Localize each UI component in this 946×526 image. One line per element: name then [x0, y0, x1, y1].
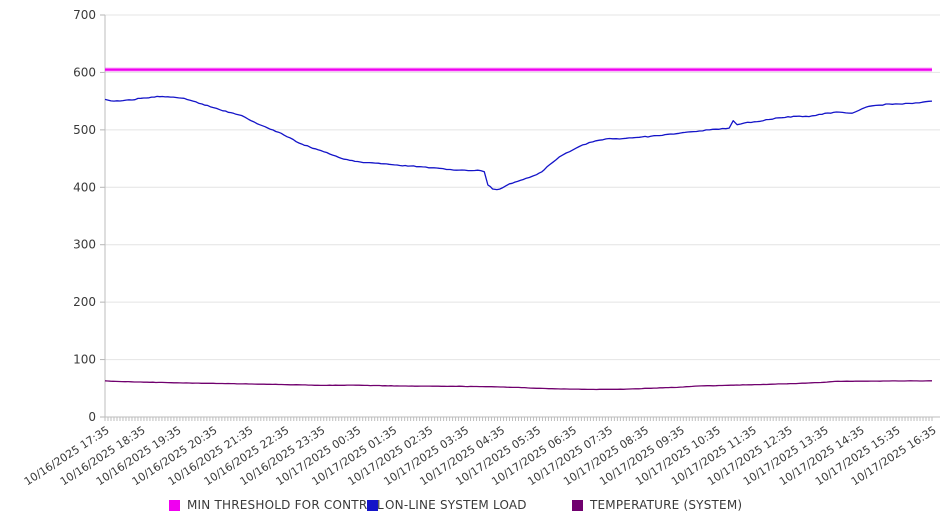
chart-legend: MIN THRESHOLD FOR CONTROL ON-LINE SYSTEM…: [0, 496, 946, 516]
min-threshold-swatch-icon: [169, 499, 180, 511]
legend-item-min-threshold: MIN THRESHOLD FOR CONTROL: [169, 497, 384, 513]
temperature-swatch-icon: [572, 499, 583, 511]
legend-label-min-threshold: MIN THRESHOLD FOR CONTROL: [187, 498, 384, 512]
legend-item-temperature: TEMPERATURE (SYSTEM): [572, 497, 742, 513]
svg-text:500: 500: [73, 123, 96, 137]
svg-text:0: 0: [88, 410, 96, 424]
legend-item-system-load: ON-LINE SYSTEM LOAD: [367, 497, 527, 513]
system-load-swatch-icon: [367, 499, 378, 511]
svg-text:100: 100: [73, 353, 96, 367]
legend-label-temperature: TEMPERATURE (SYSTEM): [590, 498, 743, 512]
svg-text:200: 200: [73, 295, 96, 309]
svg-text:700: 700: [73, 8, 96, 22]
svg-text:400: 400: [73, 180, 96, 194]
legend-label-system-load: ON-LINE SYSTEM LOAD: [385, 498, 527, 512]
svg-text:600: 600: [73, 65, 96, 79]
svg-text:300: 300: [73, 238, 96, 252]
